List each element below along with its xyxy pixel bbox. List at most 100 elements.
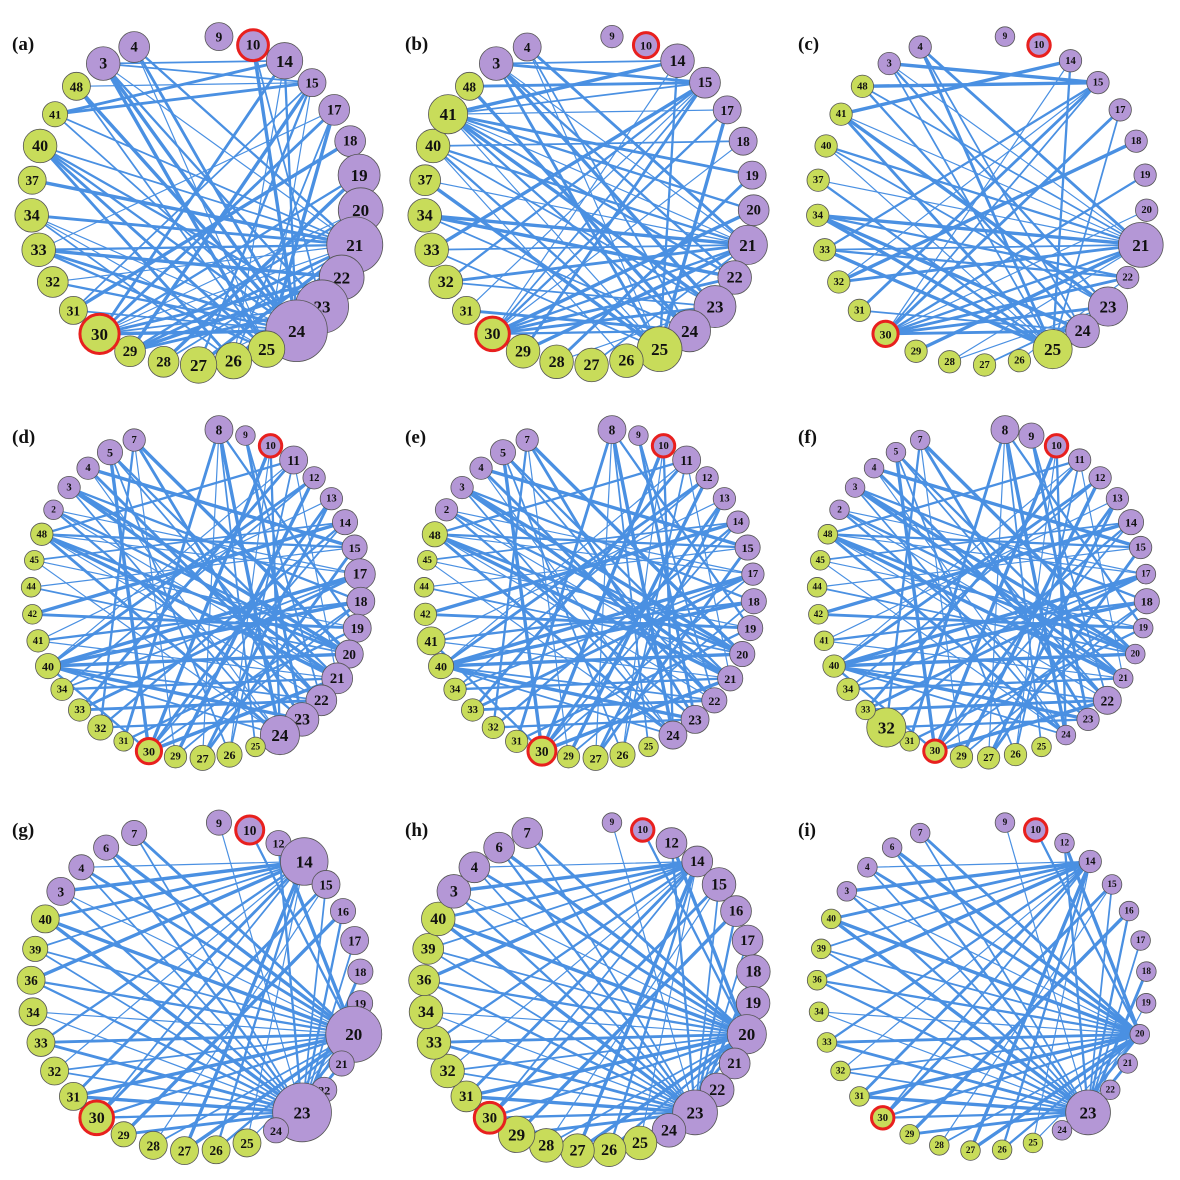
node-17: 17	[741, 562, 765, 586]
node-26: 26	[609, 741, 636, 768]
edge-20-40	[829, 917, 1142, 1036]
panel-label: (i)	[798, 820, 816, 841]
node-circle	[574, 347, 609, 383]
edge-3-15	[102, 62, 313, 84]
node-circle	[416, 626, 446, 656]
node-circle	[18, 997, 48, 1027]
node-circle	[701, 687, 728, 714]
node-circle	[279, 445, 309, 475]
node-20: 20	[1125, 643, 1146, 665]
edge-5-30	[894, 450, 937, 753]
node-2: 2	[829, 499, 850, 520]
node-label: 26	[209, 1143, 223, 1158]
node-label: 23	[1083, 714, 1094, 725]
node-41: 41	[416, 626, 446, 656]
node-21: 21	[717, 665, 744, 692]
node-24: 24	[262, 1117, 289, 1144]
node-circle	[597, 415, 627, 445]
node-label: 41	[819, 636, 829, 646]
node-27: 27	[179, 346, 218, 384]
panel-i: (i) 9 10 12 14 15 16 17 18 19 20 21 22 23 24 25 26 27 28 29…	[798, 812, 1157, 1161]
edge-23-31	[464, 1094, 697, 1115]
edge-21-41	[823, 640, 1124, 679]
node-label: 28	[156, 354, 171, 370]
node-label: 14	[690, 854, 705, 870]
edge-20-39	[820, 948, 1141, 1036]
edge-23-32	[885, 718, 1090, 729]
node-label: 48	[823, 530, 833, 540]
node-circle	[428, 653, 455, 680]
node-40: 40	[22, 128, 58, 164]
edge-14-33	[432, 860, 699, 1044]
node-22: 22	[717, 260, 752, 295]
edge-24-34	[816, 213, 1085, 333]
node-18: 18	[347, 958, 374, 985]
node-label: 22	[333, 268, 350, 287]
node-circle	[829, 499, 850, 520]
node-22: 22	[701, 687, 728, 714]
node-circle	[1065, 313, 1100, 349]
node-label: 15	[319, 877, 333, 892]
node-label: 27	[197, 751, 209, 765]
edge-14-27	[182, 859, 306, 1153]
edge-3-20	[453, 890, 748, 1035]
node-44: 44	[413, 577, 435, 598]
node-25: 25	[622, 1125, 658, 1161]
node-label: 9	[636, 431, 641, 441]
node-label: 4	[872, 464, 877, 474]
node-21: 21	[718, 1047, 751, 1080]
node-label: 4	[865, 863, 870, 873]
node-34: 34	[14, 198, 49, 233]
node-23: 23	[680, 704, 710, 734]
node-label: 3	[66, 483, 71, 494]
node-label: 15	[742, 541, 754, 555]
panel-label: (b)	[405, 34, 428, 55]
node-18: 18	[736, 954, 771, 989]
edge-3-24	[854, 486, 1067, 736]
node-label: 30	[143, 745, 155, 759]
edge-15-31	[465, 82, 706, 312]
node-circle	[899, 1124, 920, 1145]
node-circle	[728, 126, 758, 156]
edge-24-40	[440, 665, 674, 736]
node-label: 23	[706, 298, 723, 317]
edge-20-30	[884, 209, 1148, 335]
node-14: 14	[1058, 49, 1083, 73]
edge-24-33	[37, 248, 298, 333]
node-label: 16	[729, 904, 744, 920]
node-label: 4	[85, 463, 91, 474]
node-24: 24	[1055, 724, 1077, 746]
edge-11-40	[833, 459, 1081, 667]
node-30: 30	[78, 1099, 116, 1137]
edge-18-3	[460, 486, 755, 603]
edge-18-3	[67, 486, 362, 603]
node-circle	[1135, 993, 1157, 1014]
node-10: 10	[234, 814, 266, 846]
node-circle	[483, 831, 515, 864]
edge-23-40	[436, 917, 697, 1115]
node-circle	[332, 509, 359, 536]
node-circle	[672, 445, 702, 475]
node-circle	[1124, 129, 1148, 153]
edge-3-20	[60, 890, 355, 1035]
edge-8-19	[1003, 428, 1145, 630]
edge-14-30	[148, 521, 346, 753]
node-circle	[1087, 286, 1128, 327]
node-label: 32	[836, 1066, 846, 1076]
edge-22-48	[41, 533, 322, 701]
node-17: 17	[318, 94, 351, 126]
node-label: 9	[1028, 429, 1034, 443]
node-27: 27	[972, 353, 997, 377]
node-label: 33	[424, 242, 440, 259]
node-label: 10	[637, 825, 648, 836]
node-label: 11	[287, 453, 300, 468]
node-20: 20	[1135, 198, 1159, 222]
node-label: 30	[880, 327, 892, 341]
edges	[423, 427, 756, 760]
node-circle	[17, 165, 47, 195]
edge-10-26	[1014, 445, 1058, 756]
node-19: 19	[1133, 617, 1154, 639]
node-15: 15	[341, 534, 368, 561]
node-label: 23	[687, 1103, 704, 1122]
